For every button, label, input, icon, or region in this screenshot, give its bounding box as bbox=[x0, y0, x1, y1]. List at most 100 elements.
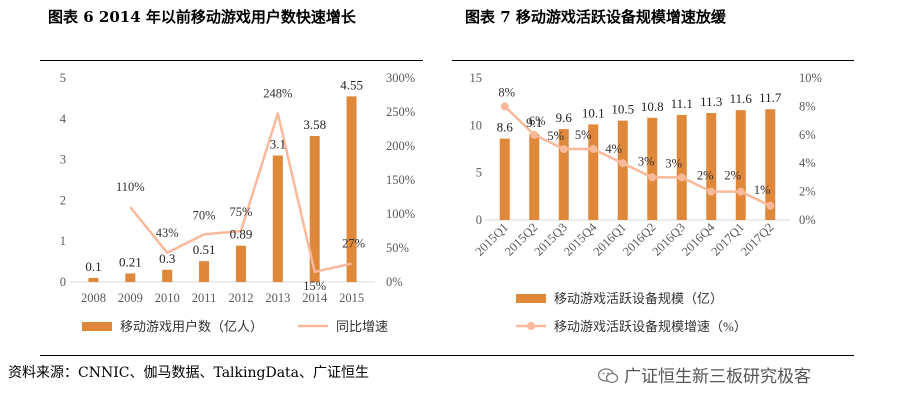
chart2-line-label: 3% bbox=[665, 156, 682, 170]
chart2-y-left-tick: 5 bbox=[476, 166, 482, 180]
chart2-line-label: 2% bbox=[697, 169, 714, 183]
chart2-line-label: 1% bbox=[754, 183, 771, 197]
chart1-line-label: 27% bbox=[342, 237, 365, 251]
chart2-line-point bbox=[500, 102, 509, 111]
chart1-x-tick: 2015 bbox=[339, 291, 364, 305]
chart2-y-right-tick: 10% bbox=[799, 71, 822, 85]
chart1-legend-label: 同比增速 bbox=[336, 319, 388, 334]
chart1-bar-label: 0.3 bbox=[159, 251, 175, 266]
chart2-bar bbox=[735, 110, 746, 220]
watermark-text: 广证恒生新三板研究极客 bbox=[624, 367, 811, 387]
chart1-bar-label: 0.89 bbox=[230, 227, 253, 242]
chart2-legend-swatch-bar bbox=[516, 294, 546, 303]
chart2-line-series bbox=[503, 105, 771, 207]
chart1-y-left-tick: 0 bbox=[60, 275, 66, 289]
chart1-x-tick: 2014 bbox=[302, 291, 328, 305]
chart1-title-rule bbox=[40, 60, 423, 61]
chart1-line-label: 248% bbox=[263, 86, 292, 100]
watermark: 广证恒生新三板研究极客 bbox=[598, 362, 811, 387]
chart1-bar-label: 3.1 bbox=[270, 137, 286, 152]
chart1-y-right-tick: 300% bbox=[386, 71, 415, 85]
chart1-bar-label: 3.58 bbox=[303, 117, 326, 132]
chart2-x-tick: 2017Q2 bbox=[738, 220, 776, 258]
chart1-bar-label: 4.55 bbox=[340, 77, 363, 92]
chart1-y-right-tick: 100% bbox=[386, 207, 415, 221]
chart2-line-label: 3% bbox=[638, 154, 655, 168]
source-note: 资料来源：CNNIC、伽马数据、TalkingData、广证恒生 bbox=[8, 365, 370, 381]
chart2-bar bbox=[647, 117, 658, 220]
chart2-line-label: 2% bbox=[724, 169, 741, 183]
chart2-bar-label: 10.1 bbox=[582, 105, 605, 120]
chart2-bar-label: 10.8 bbox=[641, 99, 664, 114]
chart2-bar-label: 10.5 bbox=[611, 102, 634, 117]
chart2-y-left-tick: 15 bbox=[470, 71, 483, 85]
chart1-legend-swatch-bar bbox=[82, 322, 112, 331]
chart1-y-left-tick: 1 bbox=[60, 234, 66, 248]
chart2-y-right-tick: 2% bbox=[799, 185, 816, 199]
chart1-bar bbox=[125, 273, 136, 282]
chart2-y-right-tick: 4% bbox=[799, 156, 816, 170]
chart2-bar bbox=[765, 109, 776, 220]
chart1-y-left-tick: 2 bbox=[60, 193, 66, 207]
chart1-bar bbox=[162, 269, 173, 282]
chart1-line-label: 70% bbox=[193, 208, 216, 222]
chart1-y-left-tick: 3 bbox=[60, 153, 66, 167]
chart2-y-left-tick: 0 bbox=[476, 213, 482, 227]
chart2-bar bbox=[617, 120, 628, 220]
chart2-bar-label: 9.1 bbox=[526, 115, 542, 130]
chart1-y-right-tick: 150% bbox=[386, 173, 415, 187]
chart2-line-point bbox=[589, 145, 598, 153]
chart1-bar bbox=[88, 277, 99, 282]
chart1-x-tick: 2012 bbox=[228, 291, 253, 305]
chart2-bar bbox=[706, 113, 717, 220]
chart2-y-left-tick: 10 bbox=[470, 118, 483, 132]
chart2-line-label: 5% bbox=[575, 128, 592, 142]
chart1-bar bbox=[235, 245, 246, 282]
chart2-y-right-tick: 0% bbox=[799, 213, 816, 227]
chart2-y-right-tick: 8% bbox=[799, 99, 816, 113]
chart2-bar-label: 9.6 bbox=[556, 110, 573, 125]
chart2-line-point bbox=[677, 173, 686, 182]
chart1-line-label: 75% bbox=[229, 205, 252, 219]
chart1-x-tick: 2009 bbox=[118, 291, 143, 305]
chart2-bar bbox=[558, 129, 569, 220]
chart1-bar bbox=[199, 261, 210, 282]
chart2-bar bbox=[676, 114, 687, 220]
chart1-y-right-tick: 50% bbox=[386, 241, 409, 255]
chart2-line-point bbox=[530, 130, 539, 139]
chart2-bar bbox=[499, 138, 510, 220]
chart2-legend-label: 移动游戏活跃设备规模增速（%） bbox=[554, 319, 747, 334]
chart2-line-point bbox=[766, 201, 775, 210]
chart1-y-left-tick: 5 bbox=[60, 71, 66, 85]
chart1-bar bbox=[346, 96, 357, 282]
chart2-title: 图表 7 移动游戏活跃设备规模增速放缓 bbox=[465, 8, 726, 26]
chart2-line-label: 4% bbox=[605, 142, 622, 156]
chart2-legend-label: 移动游戏活跃设备规模（亿） bbox=[554, 291, 723, 306]
chart2-line-point bbox=[736, 187, 745, 196]
chart1-bar-label: 0.1 bbox=[85, 259, 101, 274]
chart1-y-left-tick: 4 bbox=[60, 112, 67, 126]
chart2-bar bbox=[588, 124, 599, 220]
chart2-line-label: 6% bbox=[529, 114, 546, 128]
chart2-line-point bbox=[559, 145, 568, 153]
chart2-legend-swatch-marker bbox=[527, 322, 535, 330]
chart1-bar bbox=[272, 155, 283, 282]
chart2-title-rule bbox=[452, 60, 854, 61]
chart1-x-tick: 2010 bbox=[155, 291, 180, 305]
chart1-x-tick: 2011 bbox=[192, 291, 217, 305]
chart2-line-label: 5% bbox=[547, 129, 564, 143]
chart1-line-series bbox=[129, 112, 352, 274]
chart1-legend-label: 移动游戏用户数（亿人） bbox=[120, 319, 263, 334]
chart1-y-right-tick: 250% bbox=[386, 105, 415, 119]
chart2-line-point bbox=[707, 187, 716, 196]
chart1-x-tick: 2008 bbox=[81, 291, 106, 305]
chart1-line-label: 110% bbox=[116, 180, 145, 194]
chart1-bar-label: 0.51 bbox=[193, 242, 216, 257]
chart1-line-label: 43% bbox=[156, 226, 179, 240]
chart1-line-label: 15% bbox=[303, 279, 326, 293]
chart2-bar-label: 11.7 bbox=[759, 90, 782, 105]
chart2-bar-label: 8.6 bbox=[497, 120, 514, 135]
wechat-icon bbox=[598, 368, 618, 384]
chart1-bar bbox=[309, 135, 320, 282]
